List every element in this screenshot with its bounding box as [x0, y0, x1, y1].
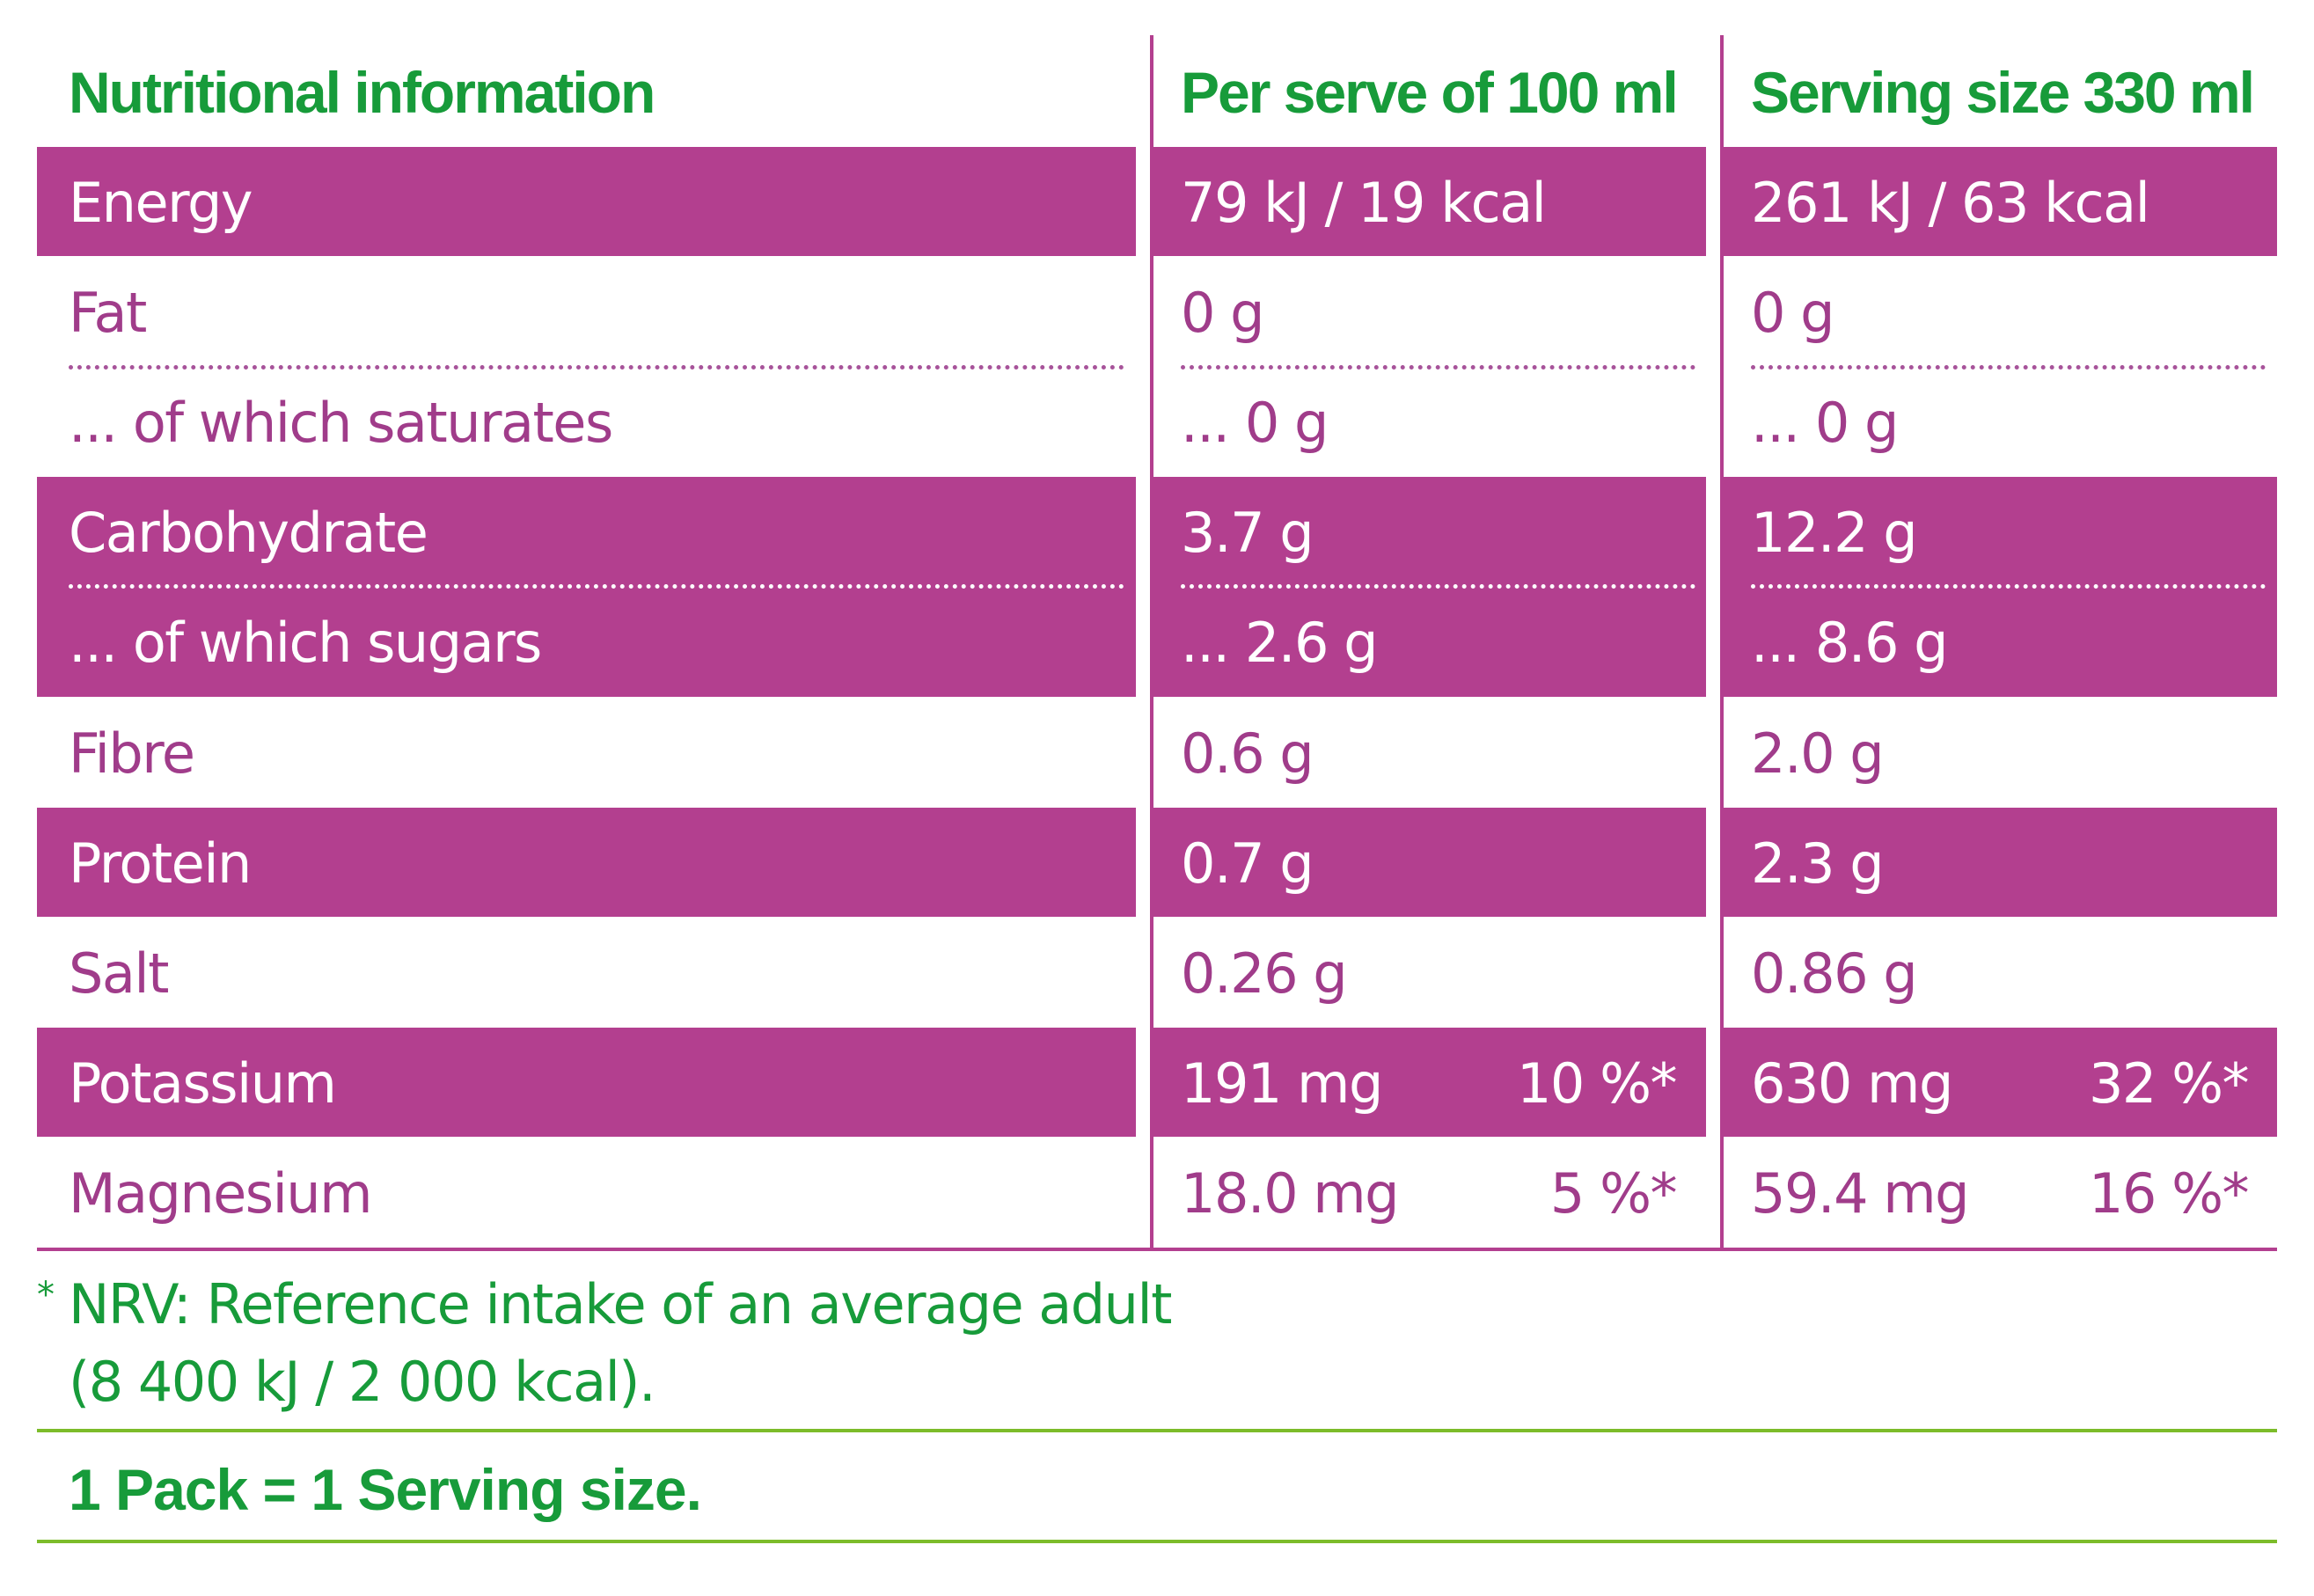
magnesium-per-100ml: 18.0 mg	[1181, 1161, 1400, 1226]
potassium-per-serving: 630 mg	[1751, 1051, 1953, 1116]
row-band-potassium	[1153, 1028, 1706, 1137]
header-nutritional-information: Nutritional information	[69, 60, 655, 125]
header-per-100ml: Per serve of 100 ml	[1181, 60, 1679, 125]
row-label-saturates: ... of which saturates	[69, 391, 613, 455]
row-band-protein	[37, 808, 1136, 917]
dotted-divider-fat	[1181, 365, 1695, 370]
footnote-line-2: (8 400 kJ / 2 000 kcal).	[69, 1350, 656, 1414]
row-label-magnesium: Magnesium	[69, 1161, 373, 1226]
dotted-divider-carbohydrate	[69, 584, 1124, 589]
magnesium-per-serving: 59.4 mg	[1751, 1161, 1970, 1226]
fibre-per-100ml: 0.6 g	[1181, 721, 1314, 786]
dotted-divider-carbohydrate	[1751, 584, 2266, 589]
saturates-per-100ml: ... 0 g	[1181, 391, 1329, 455]
potassium-per-100ml: 191 mg	[1181, 1051, 1383, 1116]
dotted-divider-fat	[1751, 365, 2266, 370]
footnote-marker: *	[37, 1275, 55, 1315]
fat-per-100ml: 0 g	[1181, 281, 1265, 345]
dotted-divider-carbohydrate	[1181, 584, 1695, 589]
header-serving-size: Serving size 330 ml	[1751, 60, 2255, 125]
column-divider-1	[1150, 35, 1153, 1249]
row-band-potassium	[1724, 1028, 2277, 1137]
carbohydrate-per-serving: 12.2 g	[1751, 501, 1918, 565]
saturates-per-serving: ... 0 g	[1751, 391, 1899, 455]
energy-per-serving: 261 kJ / 63 kcal	[1751, 171, 2150, 235]
row-label-fat: Fat	[69, 281, 147, 345]
row-label-potassium: Potassium	[69, 1051, 337, 1116]
protein-per-100ml: 0.7 g	[1181, 831, 1314, 896]
row-band-energy	[1153, 147, 1706, 256]
row-label-salt: Salt	[69, 941, 169, 1006]
footnote-line-1: NRV: Reference intake of an average adul…	[69, 1272, 1172, 1336]
magnesium-nrv-per-serving: 16 %*	[2088, 1161, 2250, 1226]
sugars-per-serving: ... 8.6 g	[1751, 611, 1949, 675]
dotted-divider-fat	[69, 365, 1124, 370]
row-band-energy	[37, 147, 1136, 256]
energy-per-100ml: 79 kJ / 19 kcal	[1181, 171, 1547, 235]
carbohydrate-per-100ml: 3.7 g	[1181, 501, 1314, 565]
row-label-protein: Protein	[69, 831, 252, 896]
column-divider-2	[1720, 35, 1724, 1249]
row-band-potassium	[37, 1028, 1136, 1137]
row-label-energy: Energy	[69, 171, 253, 235]
row-label-fibre: Fibre	[69, 721, 195, 786]
table-bottom-rule	[37, 1248, 2277, 1251]
sugars-per-100ml: ... 2.6 g	[1181, 611, 1379, 675]
row-band-energy	[1724, 147, 2277, 256]
row-band-protein	[1153, 808, 1706, 917]
row-label-sugars: ... of which sugars	[69, 611, 542, 675]
protein-per-serving: 2.3 g	[1751, 831, 1885, 896]
salt-per-100ml: 0.26 g	[1181, 941, 1348, 1006]
magnesium-nrv-per-100ml: 5 %*	[1549, 1161, 1678, 1226]
pack-note: 1 Pack = 1 Serving size.	[69, 1457, 702, 1522]
row-band-protein	[1724, 808, 2277, 917]
pack-note-bottom-rule	[37, 1540, 2277, 1543]
pack-note-top-rule	[37, 1429, 2277, 1432]
fat-per-serving: 0 g	[1751, 281, 1835, 345]
potassium-nrv-per-100ml: 10 %*	[1516, 1051, 1678, 1116]
salt-per-serving: 0.86 g	[1751, 941, 1918, 1006]
potassium-nrv-per-serving: 32 %*	[2088, 1051, 2250, 1116]
fibre-per-serving: 2.0 g	[1751, 721, 1885, 786]
row-label-carbohydrate: Carbohydrate	[69, 501, 428, 565]
